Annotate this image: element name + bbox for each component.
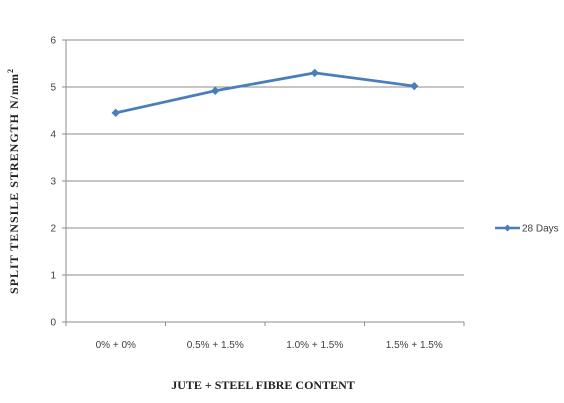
y-tick-label: 3 <box>50 177 56 188</box>
x-tick-label: 1.0% + 1.5% <box>286 340 343 351</box>
series-markers <box>111 68 419 118</box>
y-tick-labels: 0 1 2 3 4 5 6 <box>50 36 56 329</box>
series-line <box>115 71 415 115</box>
y-tick-label: 5 <box>50 83 56 94</box>
gridlines <box>62 39 465 326</box>
legend-label: 28 Days <box>522 224 559 235</box>
legend: 28 Days <box>495 224 559 235</box>
legend-marker <box>504 224 511 232</box>
data-point-marker <box>211 86 220 95</box>
y-axis-title: SPLIT TENSILE STRENGTH N/mm2 <box>6 68 21 294</box>
y-tick-label: 6 <box>50 36 56 47</box>
y-tick-label: 1 <box>50 271 56 282</box>
x-axis-title: JUTE + STEEL FIBRE CONTENT <box>171 378 355 392</box>
x-tick-label: 0% + 0% <box>96 340 136 351</box>
x-tick-labels: 0% + 0% 0.5% + 1.5% 1.0% + 1.5% 1.5% + 1.5% <box>96 340 443 351</box>
y-axis-title-main: SPLIT TENSILE STRENGTH N/mm <box>7 73 21 294</box>
y-tick-label: 2 <box>50 224 56 235</box>
data-point-marker <box>310 68 319 78</box>
data-point-marker <box>111 108 120 118</box>
x-tick-label: 0.5% + 1.5% <box>187 340 244 351</box>
y-axis-title-superscript: 2 <box>6 68 15 73</box>
y-tick-label: 4 <box>50 130 56 141</box>
series-lines <box>115 71 415 115</box>
x-tick-label: 1.5% + 1.5% <box>386 340 443 351</box>
data-point-marker <box>410 81 419 91</box>
axes <box>65 40 464 323</box>
y-tick-label: 0 <box>50 318 56 329</box>
